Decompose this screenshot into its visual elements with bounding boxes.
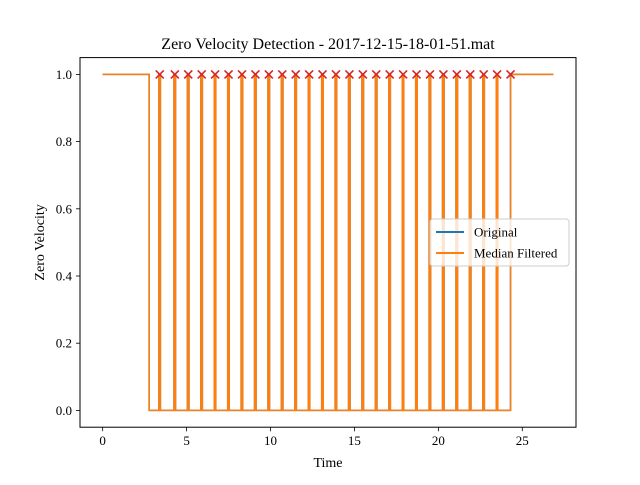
y-tick-label: 0.8 — [56, 134, 72, 149]
detection-marker — [358, 69, 368, 79]
x-axis: 0 5 10 15 20 25 — [99, 427, 529, 448]
detection-marker — [264, 69, 274, 79]
detection-marker — [331, 69, 341, 79]
y-axis: 0.0 0.2 0.4 0.6 0.8 1.0 — [56, 67, 80, 418]
detection-marker — [505, 69, 516, 79]
y-tick-label: 0.2 — [56, 336, 72, 351]
series-layer — [102, 73, 554, 412]
legend-label-median-filtered: Median Filtered — [474, 246, 558, 261]
y-tick-label: 0.6 — [56, 201, 73, 216]
detection-marker — [371, 69, 381, 79]
x-tick-label: 10 — [264, 433, 277, 448]
chart-title: Zero Velocity Detection - 2017-12-15-18-… — [161, 36, 495, 53]
marker-layer — [155, 69, 516, 79]
x-tick-label: 20 — [432, 433, 445, 448]
detection-marker — [317, 69, 328, 79]
x-tick-label: 15 — [348, 433, 361, 448]
detection-marker — [465, 69, 475, 79]
legend-box — [429, 218, 570, 267]
detection-marker — [479, 69, 489, 79]
detection-marker — [197, 69, 207, 79]
detection-marker — [291, 69, 301, 79]
detection-marker — [277, 69, 287, 79]
detection-marker — [223, 69, 234, 79]
series-line-median-filtered — [102, 73, 554, 412]
y-tick-label: 1.0 — [56, 67, 72, 82]
y-tick-label: 0.0 — [56, 403, 72, 418]
detection-marker — [492, 69, 502, 79]
detection-marker — [170, 69, 180, 79]
detection-marker — [304, 69, 314, 79]
detection-marker — [344, 69, 354, 79]
x-tick-label: 5 — [183, 433, 190, 448]
detection-marker — [438, 69, 448, 79]
detection-marker — [250, 69, 260, 79]
detection-marker — [183, 69, 193, 79]
detection-marker — [155, 69, 165, 79]
detection-marker — [452, 69, 462, 79]
axes-frame — [79, 57, 577, 428]
x-axis-label: Time — [313, 456, 342, 471]
detection-marker — [398, 69, 408, 79]
legend-label-original: Original — [474, 225, 518, 240]
detection-marker — [210, 69, 220, 79]
detection-marker — [425, 69, 435, 79]
legend: Original Median Filtered — [429, 218, 570, 267]
x-tick-label: 0 — [99, 433, 106, 448]
y-axis-label: Zero Velocity — [33, 204, 48, 280]
x-tick-label: 25 — [516, 433, 529, 448]
detection-marker — [385, 69, 395, 79]
detection-marker — [411, 69, 422, 79]
detection-marker — [237, 69, 247, 79]
y-tick-label: 0.4 — [56, 269, 73, 284]
